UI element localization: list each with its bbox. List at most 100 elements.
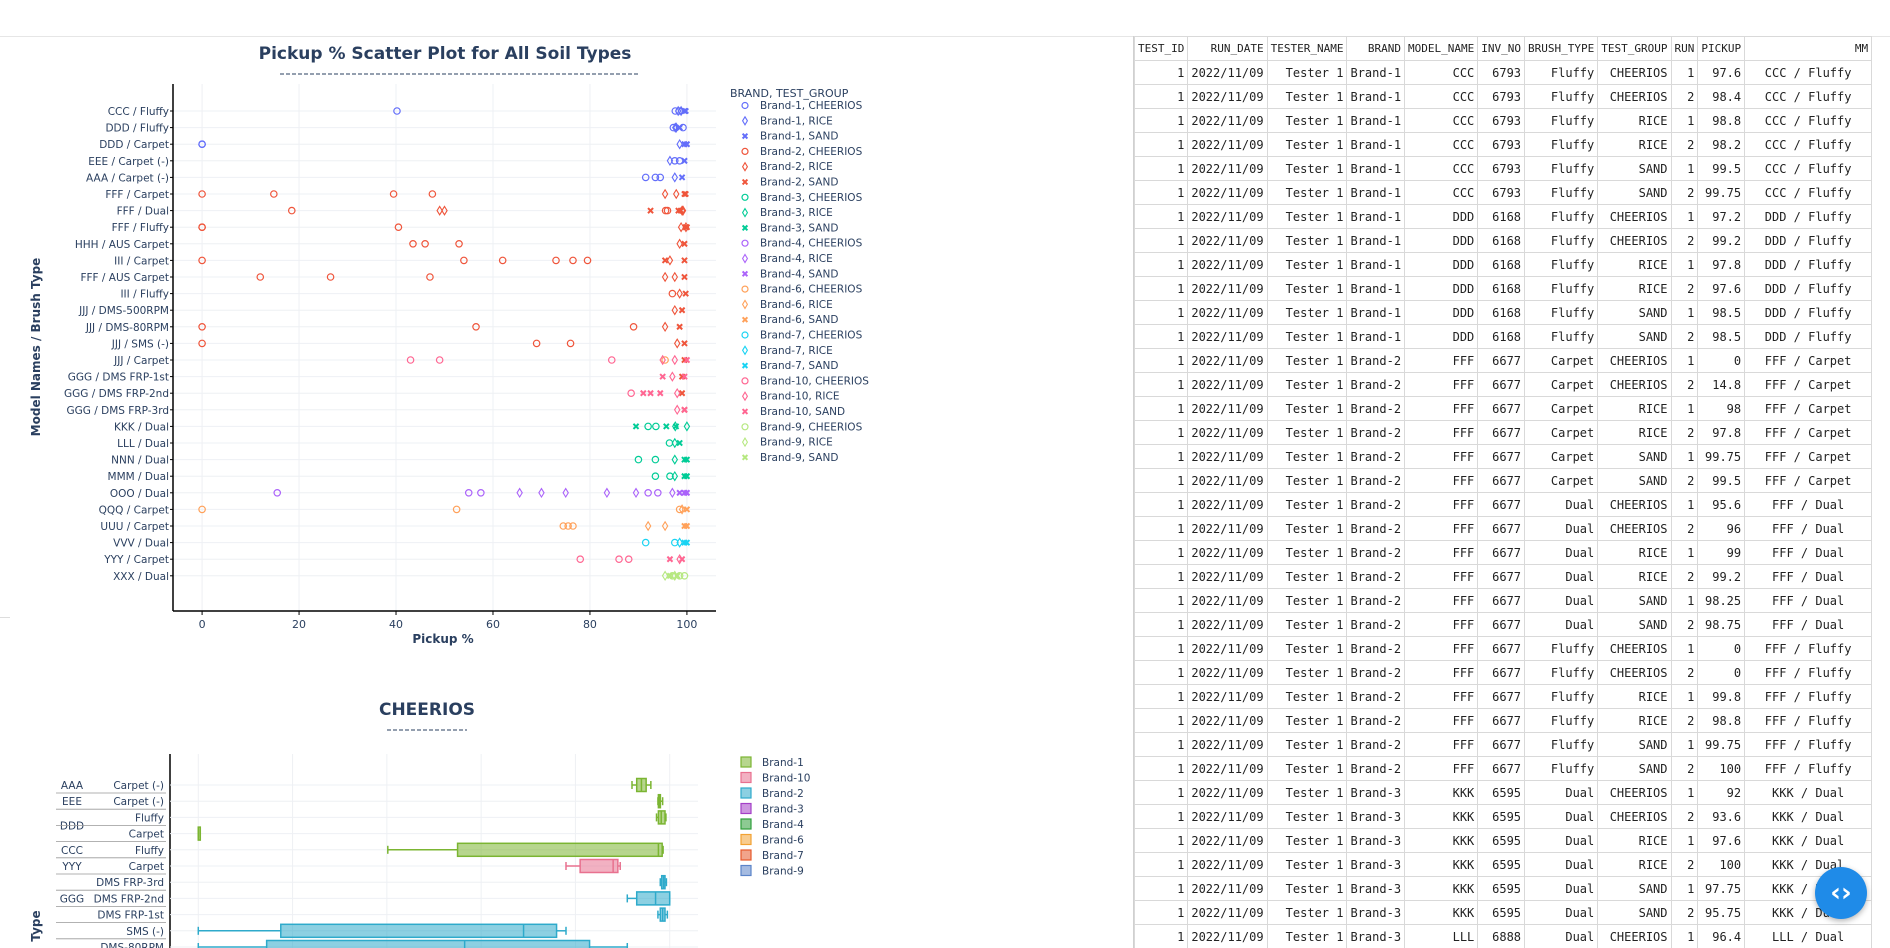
table-cell[interactable]: 2022/11/09 — [1187, 468, 1268, 493]
table-cell[interactable]: 6677 — [1477, 468, 1526, 493]
table-cell[interactable]: 1 — [1670, 540, 1699, 565]
table-cell[interactable]: Dual — [1524, 588, 1599, 613]
table-cell[interactable]: 1 — [1134, 348, 1189, 373]
table-cell[interactable]: SAND — [1597, 588, 1672, 613]
table-cell[interactable]: 1 — [1134, 660, 1189, 685]
table-cell[interactable]: SAND — [1597, 180, 1672, 205]
table-cell[interactable]: Tester 1 — [1266, 180, 1348, 205]
table-cell[interactable]: Brand-1 — [1346, 60, 1406, 85]
table-cell[interactable]: FFF / Fluffy — [1744, 756, 1873, 781]
table-cell[interactable]: 1 — [1134, 204, 1189, 229]
table-cell[interactable]: Brand-3 — [1346, 876, 1406, 901]
table-cell[interactable]: Tester 1 — [1266, 756, 1348, 781]
table-cell[interactable]: Brand-2 — [1346, 588, 1406, 613]
table-cell[interactable]: CHEERIOS — [1597, 636, 1672, 661]
table-cell[interactable]: Fluffy — [1524, 180, 1599, 205]
table-cell[interactable]: 1 — [1134, 468, 1189, 493]
table-cell[interactable]: 2 — [1670, 468, 1699, 493]
table-cell[interactable]: RICE — [1597, 420, 1672, 445]
table-cell[interactable]: Brand-2 — [1346, 396, 1406, 421]
table-cell[interactable]: 98 — [1697, 396, 1746, 421]
table-cell[interactable]: CHEERIOS — [1597, 60, 1672, 85]
table-cell[interactable]: 99.5 — [1697, 468, 1746, 493]
table-cell[interactable]: Tester 1 — [1266, 324, 1348, 349]
table-cell[interactable]: 6168 — [1477, 276, 1526, 301]
table-cell[interactable]: CCC — [1404, 84, 1479, 109]
table-cell[interactable]: 1 — [1134, 516, 1189, 541]
table-cell[interactable]: Fluffy — [1524, 756, 1599, 781]
table-cell[interactable]: Fluffy — [1524, 708, 1599, 733]
table-cell[interactable]: SAND — [1597, 756, 1672, 781]
table-cell[interactable]: 2022/11/09 — [1187, 204, 1268, 229]
table-cell[interactable]: 1 — [1670, 492, 1699, 517]
table-cell[interactable]: 2 — [1670, 756, 1699, 781]
table-cell[interactable]: RICE — [1597, 684, 1672, 709]
table-cell[interactable]: 6677 — [1477, 516, 1526, 541]
table-cell[interactable]: 2022/11/09 — [1187, 372, 1268, 397]
table-cell[interactable]: 6595 — [1477, 852, 1526, 877]
table-cell[interactable]: 1 — [1134, 180, 1189, 205]
table-cell[interactable]: 2 — [1670, 132, 1699, 157]
table-cell[interactable]: Tester 1 — [1266, 780, 1348, 805]
table-cell[interactable]: 6595 — [1477, 804, 1526, 829]
table-cell[interactable]: Fluffy — [1524, 636, 1599, 661]
table-cell[interactable]: 1 — [1134, 60, 1189, 85]
table-cell[interactable]: Dual — [1524, 492, 1599, 517]
table-cell[interactable]: KKK / Dual — [1744, 804, 1873, 829]
table-cell[interactable]: 1 — [1134, 276, 1189, 301]
table-cell[interactable]: Dual — [1524, 540, 1599, 565]
table-cell[interactable]: 2 — [1670, 372, 1699, 397]
table-cell[interactable]: 2022/11/09 — [1187, 900, 1268, 925]
table-cell[interactable]: 2022/11/09 — [1187, 300, 1268, 325]
table-cell[interactable]: 2022/11/09 — [1187, 228, 1268, 253]
table-cell[interactable]: Brand-3 — [1346, 900, 1406, 925]
table-cell[interactable]: 2022/11/09 — [1187, 252, 1268, 277]
table-cell[interactable]: Brand-2 — [1346, 684, 1406, 709]
table-cell[interactable]: 1 — [1134, 612, 1189, 637]
table-cell[interactable]: FFF / Carpet — [1744, 420, 1873, 445]
table-cell[interactable]: 1 — [1134, 588, 1189, 613]
table-cell[interactable]: SAND — [1597, 612, 1672, 637]
table-cell[interactable]: 1 — [1670, 300, 1699, 325]
table-cell[interactable]: 2 — [1670, 420, 1699, 445]
table-cell[interactable]: 2022/11/09 — [1187, 180, 1268, 205]
table-cell[interactable]: DDD — [1404, 228, 1479, 253]
table-cell[interactable]: 2 — [1670, 324, 1699, 349]
table-cell[interactable]: 97.2 — [1697, 204, 1746, 229]
table-cell[interactable]: 6793 — [1477, 132, 1526, 157]
column-header[interactable]: RUN — [1670, 36, 1699, 61]
table-cell[interactable]: Brand-2 — [1346, 444, 1406, 469]
table-cell[interactable]: Fluffy — [1524, 276, 1599, 301]
table-cell[interactable]: Tester 1 — [1266, 636, 1348, 661]
table-cell[interactable]: 6168 — [1477, 324, 1526, 349]
table-cell[interactable]: Dual — [1524, 804, 1599, 829]
table-cell[interactable]: CCC / Fluffy — [1744, 84, 1873, 109]
table-cell[interactable]: FFF / Dual — [1744, 612, 1873, 637]
table-cell[interactable]: 97.75 — [1697, 876, 1746, 901]
table-cell[interactable]: 96 — [1697, 516, 1746, 541]
table-cell[interactable]: Brand-2 — [1346, 732, 1406, 757]
table-cell[interactable]: 1 — [1134, 324, 1189, 349]
column-header[interactable]: BRUSH_TYPE — [1524, 36, 1599, 61]
data-table-panel[interactable]: TEST_ID RUN_DATE TESTER_NAME BRAND MODEL_NAM… — [1133, 36, 1890, 948]
table-cell[interactable]: 98.25 — [1697, 588, 1746, 613]
table-cell[interactable]: 0 — [1697, 636, 1746, 661]
table-cell[interactable]: CHEERIOS — [1597, 804, 1672, 829]
table-cell[interactable]: Tester 1 — [1266, 420, 1348, 445]
table-cell[interactable]: Fluffy — [1524, 60, 1599, 85]
table-cell[interactable]: Carpet — [1524, 444, 1599, 469]
table-cell[interactable]: 1 — [1670, 732, 1699, 757]
table-cell[interactable]: 99.75 — [1697, 180, 1746, 205]
table-cell[interactable]: 93.6 — [1697, 804, 1746, 829]
table-cell[interactable]: 97.6 — [1697, 828, 1746, 853]
table-cell[interactable]: Dual — [1524, 924, 1599, 948]
table-cell[interactable]: 1 — [1134, 708, 1189, 733]
table-cell[interactable]: RICE — [1597, 540, 1672, 565]
table-cell[interactable]: KKK — [1404, 780, 1479, 805]
table-cell[interactable]: Tester 1 — [1266, 228, 1348, 253]
table-cell[interactable]: 97.6 — [1697, 276, 1746, 301]
table-cell[interactable]: Tester 1 — [1266, 828, 1348, 853]
table-cell[interactable]: CCC — [1404, 132, 1479, 157]
table-cell[interactable]: 6888 — [1477, 924, 1526, 948]
table-cell[interactable]: 2022/11/09 — [1187, 588, 1268, 613]
